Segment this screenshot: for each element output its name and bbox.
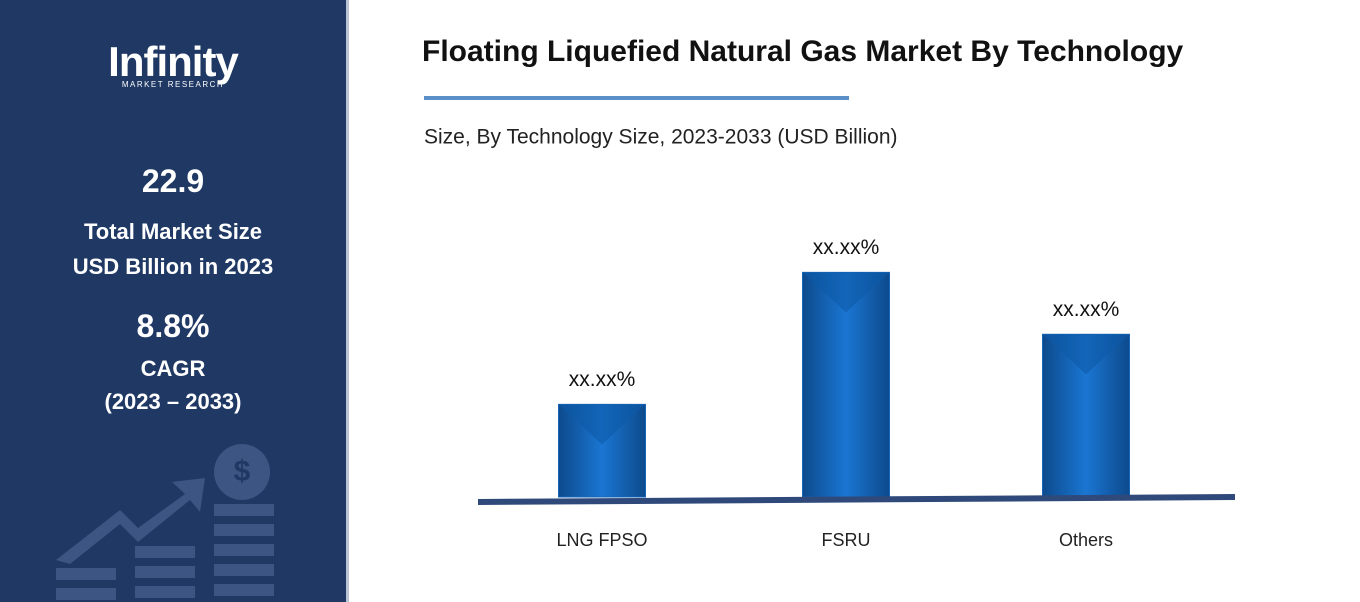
value-label: xx.xx%: [1053, 298, 1120, 321]
sidebar: Infinity MARKET RESEARCH 22.9 Total Mark…: [0, 0, 349, 602]
logo-subtitle: MARKET RESEARCH: [121, 80, 225, 89]
x-tick-label: Others: [1059, 530, 1113, 550]
stat-label: CAGR: [140, 356, 206, 381]
plot: xx.xx% LNG FPSO xx.xx% FSRU xx.xx% Others: [478, 236, 1235, 550]
stat-label: USD Billion in 2023: [72, 254, 274, 279]
chart-subtitle: Size, By Technology Size, 2023-2033 (USD…: [424, 126, 898, 149]
stat-label: Total Market Size: [83, 219, 263, 244]
bar-shade: [802, 272, 890, 313]
x-tick-label: LNG FPSO: [556, 530, 647, 550]
stat-value: 8.8%: [136, 308, 210, 344]
bar-shade: [558, 404, 646, 445]
decor-icon: $: [56, 444, 274, 600]
value-label: xx.xx%: [813, 236, 880, 259]
chart: Floating Liquefied Natural Gas Market By…: [422, 35, 1235, 550]
svg-text:$: $: [234, 455, 251, 488]
x-tick-label: FSRU: [822, 530, 871, 550]
chart-title: Floating Liquefied Natural Gas Market By…: [422, 35, 1184, 68]
stat-label: (2023 – 2033): [104, 389, 242, 414]
logo: Infinity: [108, 38, 239, 85]
stat-value: 22.9: [141, 163, 205, 199]
value-label: xx.xx%: [569, 368, 636, 391]
bar-shade: [1042, 334, 1130, 375]
baseline: [478, 494, 1235, 505]
